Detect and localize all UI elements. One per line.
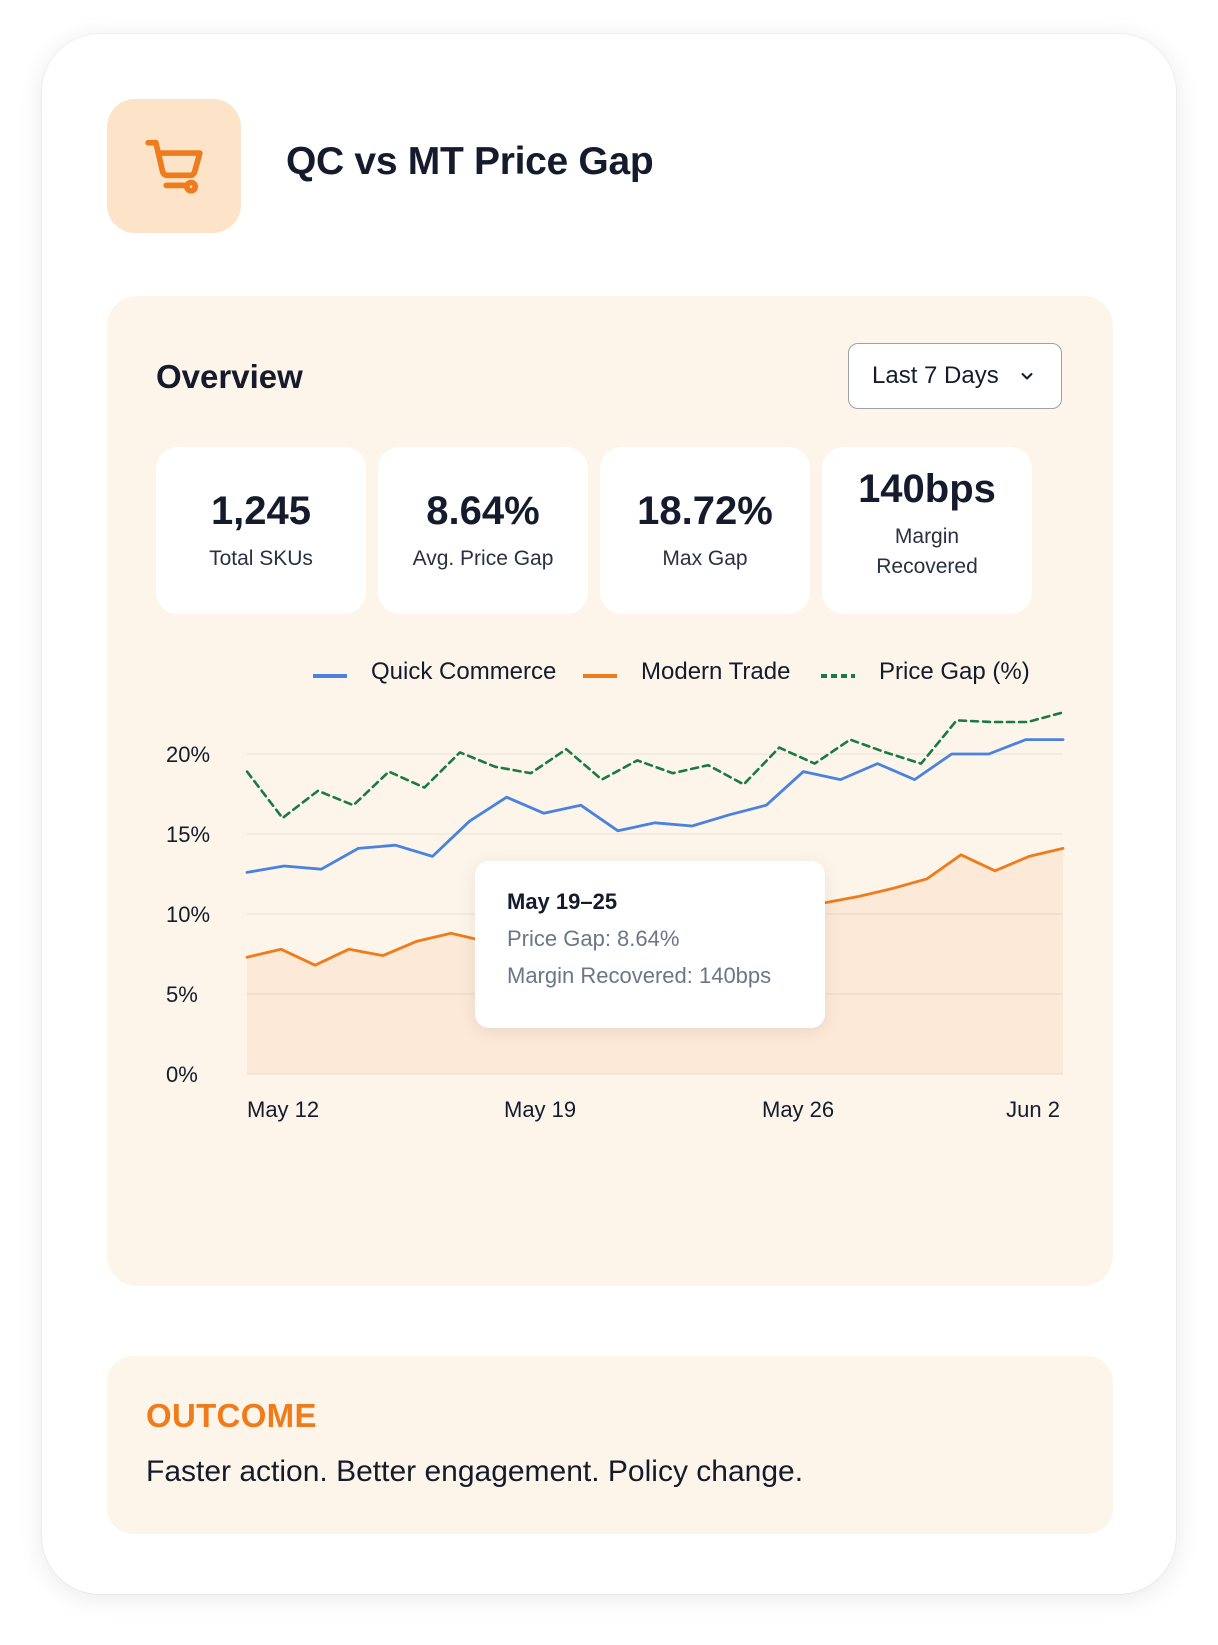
x-tick-label: May 19	[504, 1097, 576, 1122]
legend-item-modern-trade: Modern Trade	[583, 658, 790, 686]
legend-swatch	[583, 658, 617, 686]
chevron-down-icon	[1021, 373, 1033, 380]
overview-heading: Overview	[156, 358, 303, 395]
y-tick-label: 10%	[166, 902, 210, 927]
stat-total-skus: 1,245 Total SKUs	[156, 447, 366, 614]
legend-label: Modern Trade	[641, 658, 791, 685]
shopping-cart-icon	[145, 139, 203, 194]
legend-item-quick-commerce: Quick Commerce	[313, 658, 556, 686]
chart-tooltip: May 19–25 Price Gap: 8.64% Margin Recove…	[475, 861, 825, 1028]
page-title: QC vs MT Price Gap	[286, 140, 654, 183]
stat-margin-recovered: 140bps Margin Recovered	[822, 447, 1032, 614]
y-tick-label: 5%	[166, 982, 198, 1007]
stat-value: 140bps	[858, 466, 996, 511]
tooltip-margin-recovered: Margin Recovered: 140bps	[507, 963, 772, 988]
legend-label: Quick Commerce	[371, 658, 557, 685]
outcome-label: OUTCOME	[146, 1397, 317, 1434]
stat-label: Margin Recovered	[876, 524, 978, 578]
tooltip-price-gap: Price Gap: 8.64%	[507, 926, 680, 951]
series-line-price-gap	[245, 711, 1065, 820]
stat-value: 18.72%	[637, 488, 773, 533]
stat-value: 1,245	[210, 488, 312, 533]
price-gap-card: QC vs MT Price Gap Overview Last 7 Days …	[42, 34, 1176, 1594]
y-tick-label: 0%	[166, 1062, 198, 1087]
stat-label: Total SKUs	[209, 546, 313, 570]
date-range-value: Last 7 Days	[872, 362, 999, 389]
stat-label: Avg. Price Gap	[412, 546, 554, 570]
outcome-panel: OUTCOME Faster action. Better engagement…	[107, 1356, 1113, 1534]
x-tick-label: May 26	[762, 1097, 834, 1122]
y-tick-label: 20%	[166, 742, 210, 767]
x-tick-label: May 12	[247, 1097, 319, 1122]
cart-icon-tile	[107, 99, 241, 233]
stat-avg-price-gap: 8.64% Avg. Price Gap	[378, 447, 588, 614]
outcome-text: Faster action. Better engagement. Policy…	[146, 1455, 804, 1488]
legend-swatch	[313, 658, 347, 686]
y-tick-label: 15%	[166, 822, 210, 847]
stat-value: 8.64%	[426, 488, 540, 533]
stat-label: Max Gap	[662, 546, 748, 570]
date-range-select[interactable]: Last 7 Days	[848, 343, 1062, 409]
stat-max-gap: 18.72% Max Gap	[600, 447, 810, 614]
legend-swatch	[821, 658, 855, 686]
overview-panel: Overview Last 7 Days 1,245 Total SKUs 8.…	[107, 296, 1113, 1286]
x-tick-label: Jun 2	[1006, 1097, 1060, 1122]
series-line-quick-commerce	[245, 738, 1065, 874]
legend-label: Price Gap (%)	[879, 658, 1030, 685]
tooltip-title: May 19–25	[507, 889, 618, 914]
legend-item-price-gap: Price Gap (%)	[821, 658, 1030, 686]
